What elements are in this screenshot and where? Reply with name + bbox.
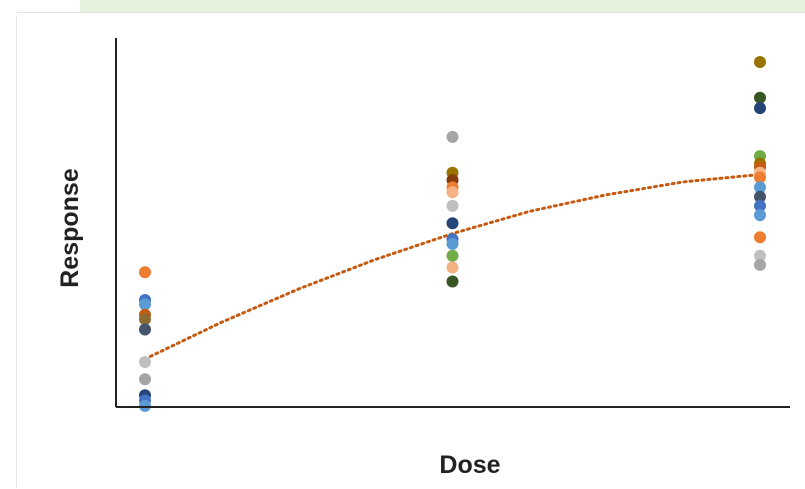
data-point	[139, 313, 151, 326]
data-point	[446, 130, 459, 143]
data-point	[446, 186, 459, 199]
chart-frame	[17, 12, 805, 489]
data-point	[754, 231, 766, 244]
data-point	[754, 249, 766, 262]
data-point	[446, 275, 459, 288]
data-point	[139, 298, 151, 311]
top-banner	[80, 0, 805, 12]
data-point	[754, 258, 766, 271]
data-point	[139, 356, 151, 368]
data-point	[754, 190, 766, 203]
data-point	[754, 56, 766, 68]
data-point	[754, 199, 766, 212]
data-point	[139, 266, 151, 279]
data-point	[139, 373, 151, 386]
data-point	[754, 181, 766, 194]
data-point	[446, 199, 459, 212]
data-point	[139, 323, 151, 336]
x-axis-title: Dose	[439, 451, 500, 479]
data-point	[754, 171, 766, 184]
data-point	[139, 399, 151, 412]
data-point	[446, 261, 459, 274]
data-point	[754, 209, 766, 222]
data-point	[754, 102, 766, 115]
data-point	[446, 249, 459, 262]
plot-area	[139, 56, 766, 412]
data-point	[754, 91, 766, 104]
y-axis-title: Response	[56, 168, 84, 288]
panel-border	[16, 16, 17, 488]
data-point	[446, 217, 459, 230]
data-point	[446, 237, 459, 250]
